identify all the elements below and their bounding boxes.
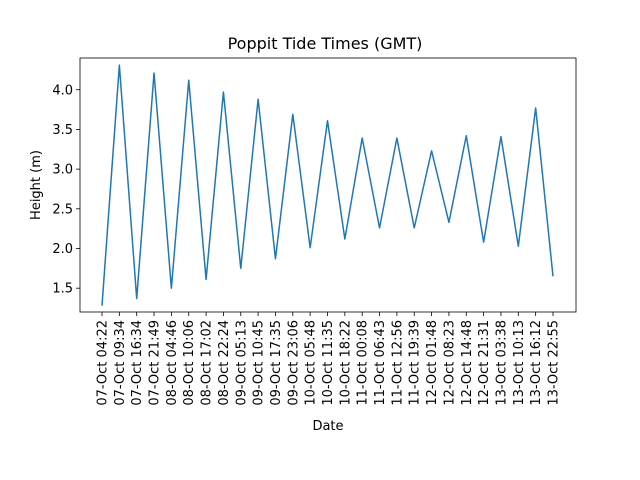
y-tick-label: 2.5 [52, 202, 73, 217]
chart-title: Poppit Tide Times (GMT) [228, 34, 423, 53]
data-point [257, 98, 260, 101]
data-point [482, 241, 485, 244]
data-point [153, 72, 156, 75]
data-point [465, 134, 468, 137]
data-point [517, 245, 520, 248]
x-axis-ticks: 07-Oct 04:22 07-Oct 09:34 07-Oct 16:34 07-O… [96, 312, 562, 406]
x-tick-label: 08-Oct 17:02 [200, 320, 215, 406]
x-tick-label: 12-Oct 08:23 [442, 320, 457, 406]
y-tick-label: 1.5 [52, 282, 73, 297]
data-point [274, 257, 277, 260]
data-point [239, 267, 242, 270]
x-tick-label: 12-Oct 21:31 [477, 320, 492, 406]
x-tick-label: 08-Oct 04:46 [165, 320, 180, 406]
x-tick-label: 11-Oct 19:39 [408, 320, 423, 406]
x-tick-label: 13-Oct 10:13 [512, 320, 527, 406]
x-tick-label: 09-Oct 05:13 [234, 320, 249, 406]
x-tick-label: 11-Oct 06:43 [373, 320, 388, 406]
data-point [170, 287, 173, 290]
data-point [291, 113, 294, 116]
data-point [395, 137, 398, 140]
x-tick-label: 07-Oct 21:49 [148, 320, 163, 406]
data-point [101, 304, 104, 307]
data-point [447, 221, 450, 224]
data-point [552, 275, 555, 278]
data-point [361, 137, 364, 140]
data-point [187, 79, 190, 82]
data-point [534, 107, 537, 110]
x-tick-label: 10-Oct 05:48 [304, 320, 319, 406]
x-tick-label: 13-Oct 03:38 [494, 320, 509, 406]
x-tick-label: 11-Oct 12:56 [390, 320, 405, 406]
data-point [309, 246, 312, 249]
data-point [118, 64, 121, 67]
x-tick-label: 07-Oct 09:34 [113, 320, 128, 406]
x-tick-label: 07-Oct 16:34 [130, 320, 145, 406]
x-tick-label: 12-Oct 14:48 [460, 320, 475, 406]
y-tick-label: 2.0 [52, 242, 73, 257]
data-point [499, 135, 502, 138]
data-point [413, 226, 416, 229]
x-tick-label: 09-Oct 10:45 [252, 320, 267, 406]
data-point [205, 278, 208, 281]
data-point [343, 237, 346, 240]
x-tick-label: 10-Oct 18:22 [338, 320, 353, 406]
data-point [222, 91, 225, 94]
data-point [135, 297, 138, 300]
x-tick-label: 09-Oct 17:35 [269, 320, 284, 406]
x-tick-label: 10-Oct 11:35 [321, 320, 336, 406]
x-axis-label: Date [312, 419, 343, 434]
x-tick-label: 07-Oct 04:22 [96, 320, 111, 406]
y-tick-label: 4.0 [52, 83, 73, 98]
x-tick-label: 13-Oct 16:12 [529, 320, 544, 406]
x-tick-label: 08-Oct 22:24 [217, 320, 232, 406]
x-tick-label: 13-Oct 22:55 [547, 320, 562, 406]
x-tick-label: 11-Oct 00:08 [356, 320, 371, 406]
data-point [326, 119, 329, 122]
data-point [430, 149, 433, 152]
data-point [378, 226, 381, 229]
tide-height-line [101, 64, 554, 306]
y-axis-ticks: 1.5 2.0 2.5 3.0 3.5 4.0 [52, 83, 80, 297]
y-axis-label: Height (m) [29, 150, 44, 220]
plot-frame [79, 57, 577, 313]
x-tick-label: 09-Oct 23:06 [286, 320, 301, 406]
y-tick-label: 3.5 [52, 123, 73, 138]
x-tick-label: 12-Oct 01:48 [425, 320, 440, 406]
x-tick-label: 08-Oct 10:06 [182, 320, 197, 406]
y-tick-label: 3.0 [52, 163, 73, 178]
